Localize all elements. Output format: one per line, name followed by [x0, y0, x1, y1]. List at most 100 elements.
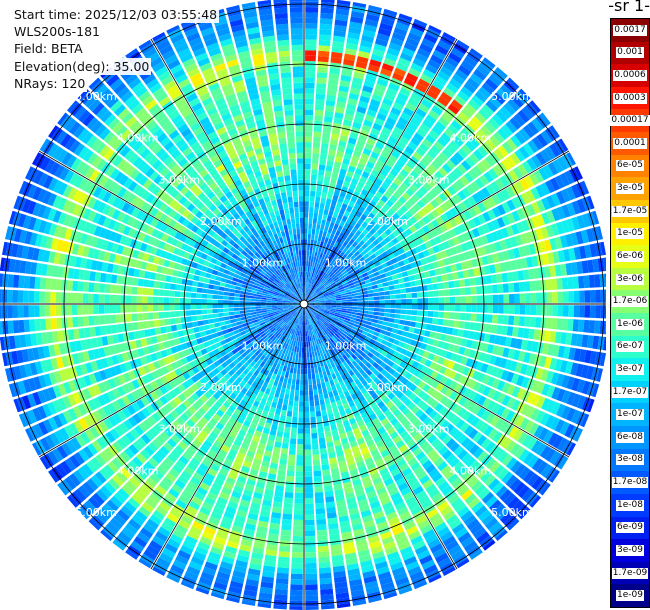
- ray-gate: [414, 355, 423, 363]
- ray-gate: [363, 434, 373, 442]
- ray-gate: [349, 271, 356, 277]
- ray-gate: [325, 340, 331, 346]
- ray-gate: [396, 412, 405, 422]
- ray-gate: [402, 491, 414, 501]
- ray: [304, 304, 413, 595]
- ray-gate: [421, 559, 436, 570]
- ray-gate: [323, 392, 329, 399]
- ray-gate: [400, 369, 408, 377]
- ray-gate: [325, 100, 336, 107]
- ray-gate: [483, 171, 494, 183]
- ray-gate: [309, 357, 313, 363]
- ray-gate: [543, 164, 554, 178]
- ray-gate: [312, 443, 319, 450]
- ray-gate: [525, 406, 536, 419]
- ray-gate: [396, 382, 405, 391]
- ray-gate: [295, 357, 299, 363]
- ray-gate: [387, 186, 396, 195]
- ray-gate: [444, 304, 450, 311]
- ray-gate: [336, 307, 342, 310]
- ray-gate: [552, 251, 560, 264]
- ray-gate: [576, 215, 586, 229]
- ray-gate: [440, 505, 453, 517]
- ray-gate: [325, 307, 331, 310]
- ray-gate: [387, 280, 394, 286]
- ray-gate: [399, 430, 409, 439]
- ray-gate: [362, 372, 369, 380]
- ray-gate: [366, 192, 375, 200]
- ray-gate: [293, 514, 304, 520]
- ray-gate: [559, 421, 570, 436]
- ray-gate: [311, 438, 319, 445]
- ray-gate: [430, 370, 439, 379]
- ray-gate: [604, 273, 606, 287]
- ray-gate: [289, 367, 294, 374]
- ray-gate: [351, 353, 358, 360]
- ray-gate: [416, 363, 424, 371]
- ray-gate: [370, 430, 379, 439]
- ray-gate: [315, 502, 325, 509]
- ray-gate: [330, 57, 342, 64]
- ray-gate: [304, 401, 309, 407]
- ray-gate: [324, 294, 330, 298]
- ray-gate: [332, 341, 338, 348]
- ray-gate: [376, 254, 384, 261]
- ray-gate: [369, 200, 377, 208]
- ray: [304, 304, 606, 335]
- ray-gate: [356, 312, 363, 317]
- ray-gate: [407, 345, 415, 352]
- ray-gate: [492, 92, 506, 105]
- ray-gate: [509, 478, 522, 491]
- ray-gate: [342, 321, 349, 326]
- ray-gate: [428, 25, 442, 34]
- ray-gate: [502, 315, 509, 325]
- ray-gate: [523, 244, 531, 256]
- ray-gate: [400, 288, 406, 294]
- ray-gate: [358, 345, 365, 352]
- ray-gate: [526, 437, 538, 451]
- ray-gate: [293, 525, 303, 531]
- ray-gate: [573, 305, 580, 318]
- ray-gate: [557, 291, 564, 303]
- ray-gate: [407, 197, 416, 206]
- ray-gate: [489, 334, 496, 344]
- ray-gate: [481, 255, 489, 265]
- ray-gate: [509, 360, 518, 372]
- ray-gate: [311, 373, 316, 380]
- ray-gate: [312, 153, 320, 159]
- ray-gate: [334, 262, 340, 268]
- ray-gate: [481, 285, 488, 294]
- ray-gate: [353, 71, 365, 80]
- ray-gate: [323, 353, 328, 360]
- ray-gate: [355, 402, 363, 410]
- ray-gate: [403, 521, 416, 531]
- ray-gate: [417, 218, 426, 227]
- ray-gate: [342, 262, 348, 268]
- ray-gate: [578, 349, 587, 363]
- ray-gate: [497, 346, 505, 357]
- ray-gate: [319, 297, 325, 300]
- ray-gate: [403, 178, 412, 188]
- ray-gate: [320, 354, 325, 361]
- ray-gate: [296, 449, 304, 456]
- ray-gate: [393, 126, 404, 136]
- ray-gate: [323, 281, 328, 286]
- ray-gate: [413, 328, 421, 335]
- ray-gate: [304, 460, 312, 466]
- ray-gate: [352, 295, 358, 299]
- ray-gate: [306, 271, 309, 278]
- ray-gate: [363, 339, 370, 345]
- ray-gate: [363, 209, 371, 217]
- ray-gate: [363, 166, 373, 174]
- ray-gate: [372, 404, 380, 413]
- ray-gate: [292, 546, 303, 553]
- ray-gate: [541, 397, 551, 411]
- ray-gate: [372, 344, 379, 351]
- ray-gate: [584, 305, 591, 318]
- ray-gate: [586, 365, 595, 380]
- ray-gate: [468, 390, 477, 401]
- ray-gate: [348, 165, 356, 173]
- ray-gate: [376, 220, 384, 228]
- ray-gate: [426, 222, 435, 231]
- ray-gate: [406, 298, 412, 304]
